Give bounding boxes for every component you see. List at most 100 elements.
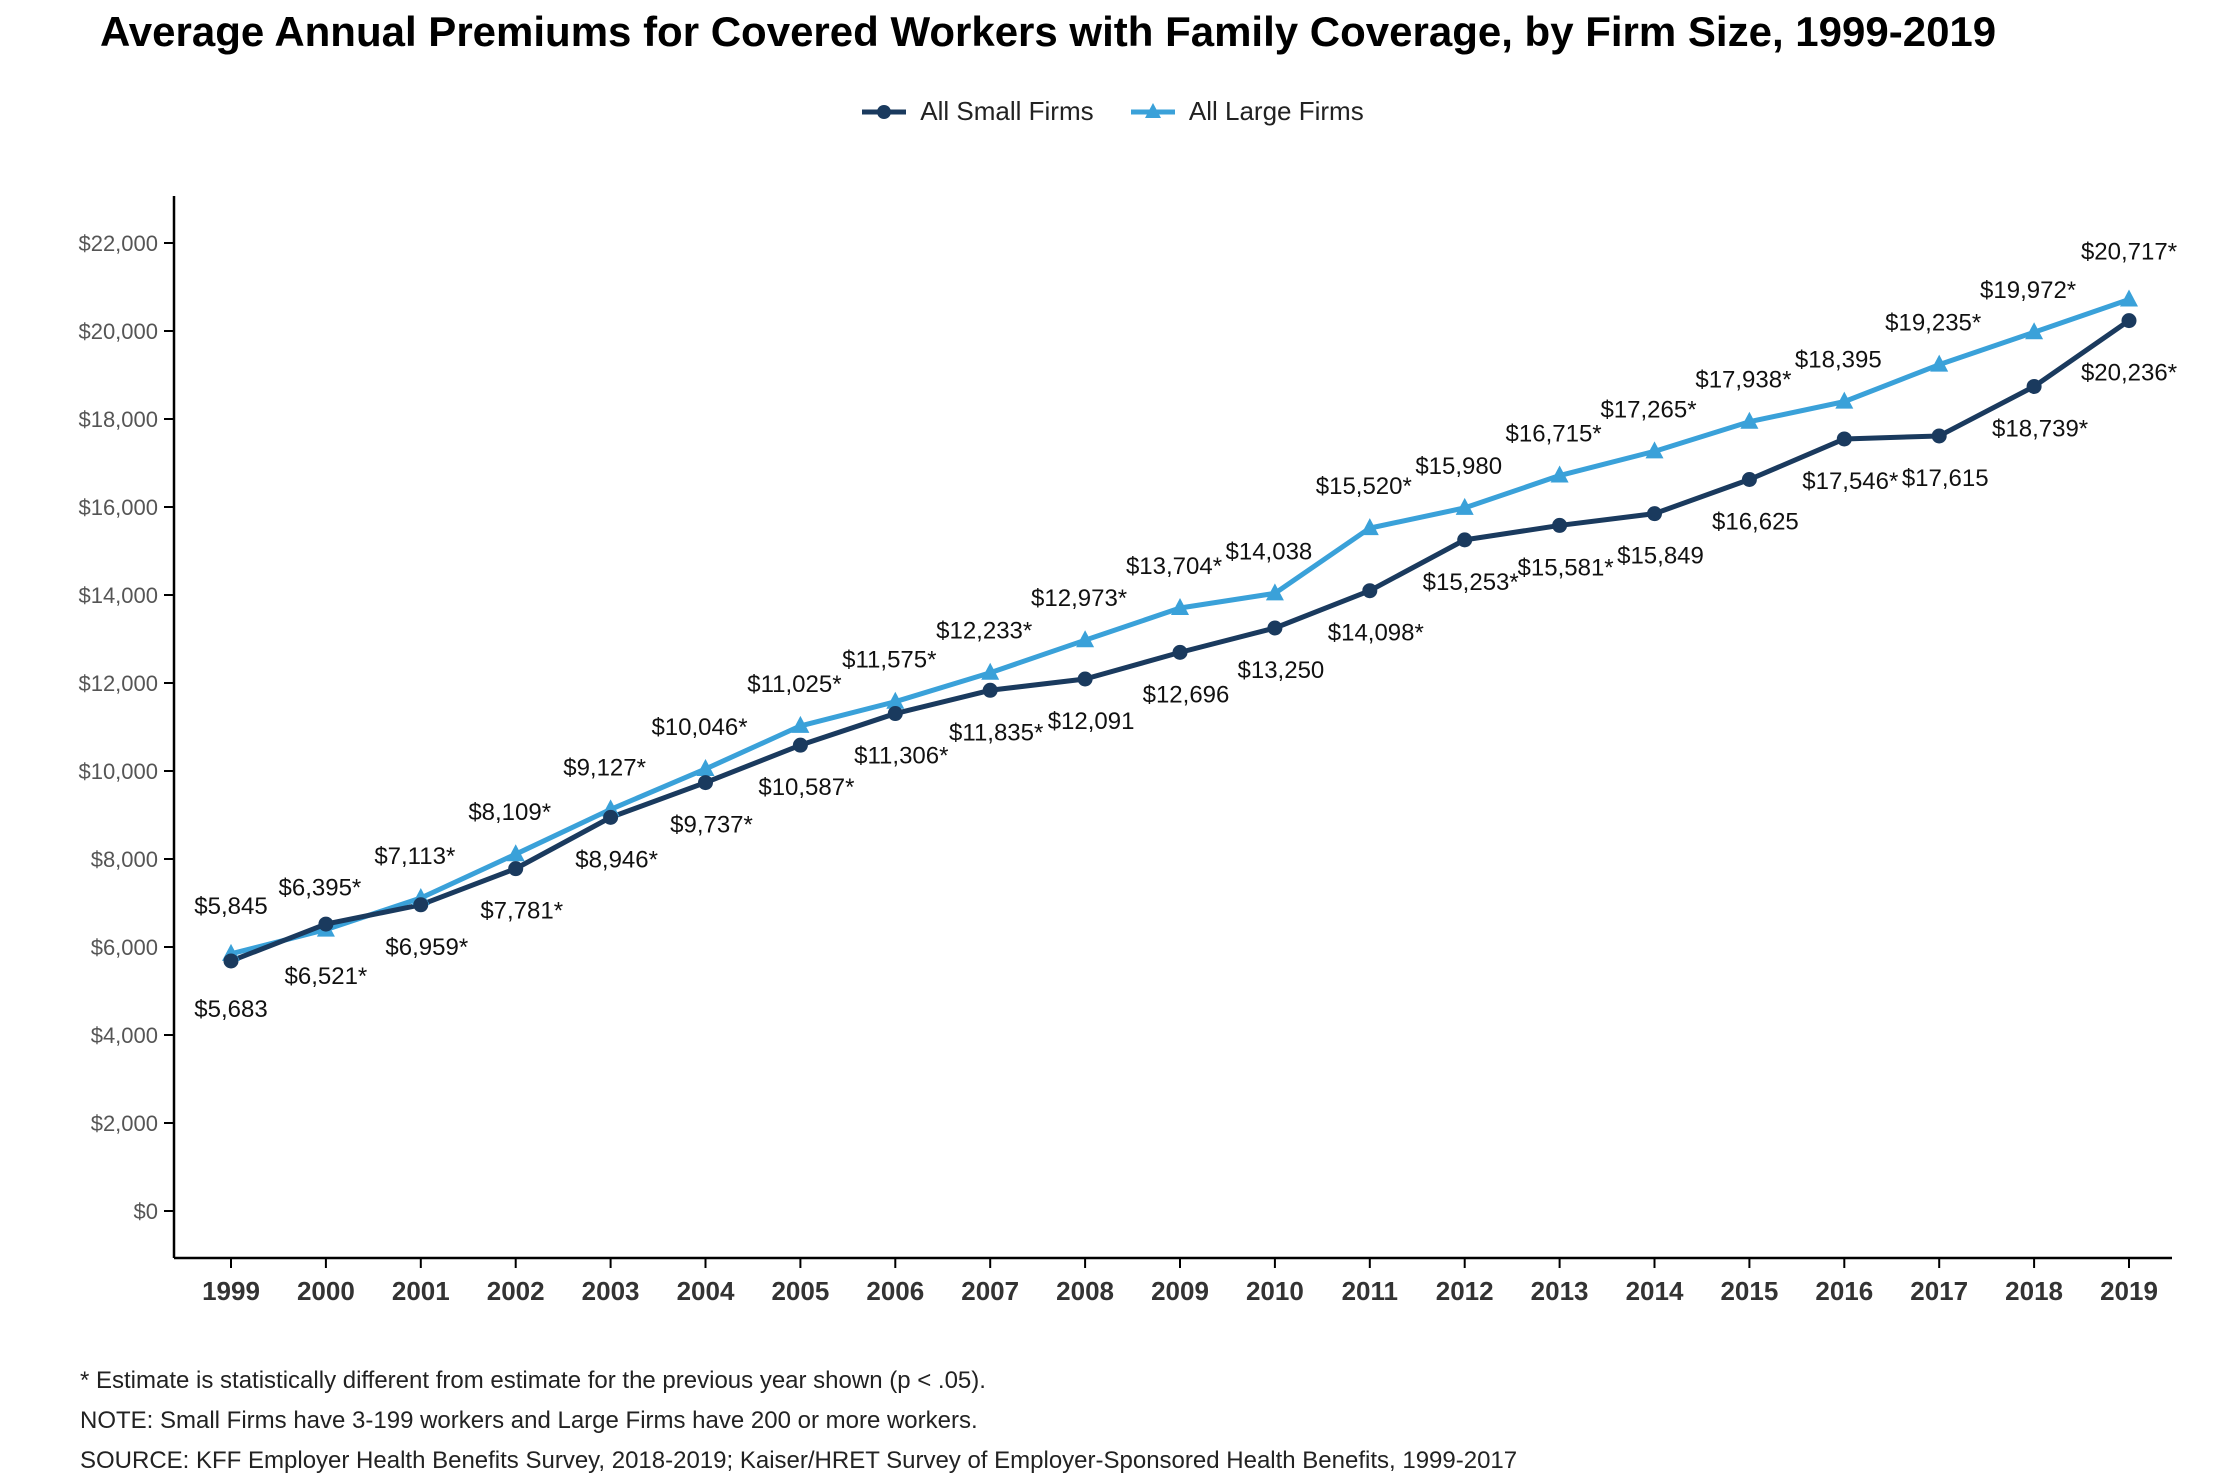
data-label-small-firms: $6,521* <box>285 963 368 990</box>
y-tick-label: $0 <box>134 1199 158 1224</box>
data-label-large-firms: $10,046* <box>651 714 747 741</box>
point-large-firms[interactable] <box>1740 411 1759 429</box>
data-label-small-firms: $8,946* <box>575 846 658 873</box>
point-small-firms[interactable] <box>698 775 713 791</box>
data-label-small-firms: $11,306* <box>854 743 948 770</box>
footnote-asterisk: * Estimate is statistically different fr… <box>80 1367 986 1394</box>
data-label-small-firms: $12,091 <box>1048 708 1135 735</box>
data-label-large-firms: $15,980 <box>1415 453 1502 480</box>
point-small-firms[interactable] <box>1931 428 1947 444</box>
data-label-large-firms: $16,715* <box>1506 421 1602 448</box>
point-small-firms[interactable] <box>318 916 334 932</box>
data-label-small-firms: $10,587* <box>758 774 854 801</box>
point-large-firms[interactable] <box>2025 322 2044 340</box>
footnote-source: SOURCE: KFF Employer Health Benefits Sur… <box>80 1447 1518 1474</box>
point-large-firms[interactable] <box>1076 630 1095 648</box>
x-tick-label: 2009 <box>1151 1276 1209 1306</box>
data-label-small-firms: $13,250 <box>1238 657 1325 684</box>
data-label-large-firms: $6,395* <box>279 875 362 902</box>
x-tick-label: 2012 <box>1436 1276 1494 1306</box>
data-label-large-firms: $11,575* <box>842 647 936 674</box>
point-large-firms[interactable] <box>886 691 905 709</box>
y-tick-label: $2,000 <box>91 1111 158 1136</box>
legend-triangle-marker-icon <box>1130 102 1175 118</box>
point-small-firms[interactable] <box>792 737 808 753</box>
chart-title: Average Annual Premiums for Covered Work… <box>100 8 1997 55</box>
data-label-large-firms: $15,520* <box>1316 473 1412 500</box>
point-small-firms[interactable] <box>508 861 524 877</box>
legend: All Small Firms All Large Firms <box>0 96 2224 129</box>
data-label-large-firms: $19,972* <box>1980 277 2076 304</box>
x-tick-label: 2011 <box>1342 1276 1398 1306</box>
y-tick-label: $22,000 <box>78 231 158 256</box>
point-large-firms[interactable] <box>1930 354 1949 372</box>
point-small-firms[interactable] <box>2026 378 2042 394</box>
point-small-firms[interactable] <box>1267 620 1283 636</box>
y-tick-label: $12,000 <box>78 671 158 696</box>
footnote-note: NOTE: Small Firms have 3-199 workers and… <box>80 1407 978 1434</box>
legend-circle-marker-icon <box>862 104 907 119</box>
data-label-large-firms: $7,113* <box>374 843 455 870</box>
point-small-firms[interactable] <box>1077 671 1093 687</box>
legend-item-small-firms[interactable]: All Small Firms <box>860 96 1094 127</box>
data-label-large-firms: $14,038 <box>1226 538 1313 565</box>
x-tick-label: 2016 <box>1815 1276 1873 1306</box>
point-small-firms[interactable] <box>1457 532 1473 548</box>
data-label-large-firms: $13,704* <box>1126 553 1222 580</box>
x-tick-label: 2005 <box>771 1276 829 1306</box>
point-large-firms[interactable] <box>2120 289 2138 307</box>
point-large-firms[interactable] <box>1265 583 1284 601</box>
data-label-large-firms: $11,025* <box>747 671 841 698</box>
data-label-small-firms: $15,253* <box>1423 569 1519 596</box>
legend-label-large-firms: All Large Firms <box>1188 96 1364 126</box>
y-tick-label: $20,000 <box>78 319 158 344</box>
x-tick-label: 2014 <box>1626 1276 1684 1306</box>
point-small-firms[interactable] <box>413 897 429 913</box>
data-label-small-firms: $17,546* <box>1802 468 1898 495</box>
point-small-firms[interactable] <box>1362 583 1378 599</box>
point-large-firms[interactable] <box>1550 465 1569 483</box>
point-large-firms[interactable] <box>696 758 715 776</box>
data-label-large-firms: $12,233* <box>936 618 1032 645</box>
data-label-large-firms: $18,395 <box>1795 347 1882 374</box>
legend-item-large-firms[interactable]: All Large Firms <box>1129 96 1364 127</box>
point-large-firms[interactable] <box>1171 598 1189 616</box>
y-tick-label: $8,000 <box>91 847 158 872</box>
y-tick-label: $6,000 <box>91 935 158 960</box>
point-large-firms[interactable] <box>981 662 1000 680</box>
point-large-firms[interactable] <box>1645 441 1664 459</box>
data-label-small-firms: $16,625 <box>1712 509 1799 536</box>
legend-label-small-firms: All Small Firms <box>920 96 1094 126</box>
data-label-large-firms: $8,109* <box>468 799 551 826</box>
x-tick-label: 2013 <box>1531 1276 1589 1306</box>
data-label-large-firms: $5,845 <box>194 893 267 920</box>
point-small-firms[interactable] <box>1647 506 1662 522</box>
point-small-firms[interactable] <box>2121 313 2137 329</box>
data-label-small-firms: $17,615 <box>1902 465 1989 492</box>
point-small-firms[interactable] <box>982 682 998 698</box>
point-large-firms[interactable] <box>791 715 810 733</box>
x-tick-label: 2007 <box>961 1276 1019 1306</box>
data-label-large-firms: $17,938* <box>1695 367 1791 394</box>
point-small-firms[interactable] <box>1836 431 1852 447</box>
y-tick-label: $16,000 <box>78 495 158 520</box>
point-large-firms[interactable] <box>506 844 525 862</box>
point-small-firms[interactable] <box>1741 472 1757 487</box>
point-small-firms[interactable] <box>887 706 903 722</box>
point-small-firms[interactable] <box>1552 517 1568 533</box>
data-label-large-firms: $20,717* <box>2081 238 2177 265</box>
x-tick-label: 2019 <box>2100 1276 2158 1306</box>
data-label-small-firms: $20,236* <box>2081 360 2177 387</box>
point-large-firms[interactable] <box>1360 518 1379 536</box>
point-large-firms[interactable] <box>1455 497 1474 515</box>
y-tick-label: $14,000 <box>78 583 158 608</box>
data-label-small-firms: $15,581* <box>1518 554 1614 581</box>
data-label-small-firms: $15,849 <box>1617 543 1704 570</box>
point-small-firms[interactable] <box>223 953 239 969</box>
data-label-small-firms: $6,959* <box>385 934 468 961</box>
point-small-firms[interactable] <box>603 809 619 825</box>
point-small-firms[interactable] <box>1172 644 1188 660</box>
data-label-small-firms: $18,739* <box>1992 415 2088 442</box>
point-large-firms[interactable] <box>1835 391 1854 409</box>
data-label-small-firms: $5,683 <box>194 996 267 1023</box>
